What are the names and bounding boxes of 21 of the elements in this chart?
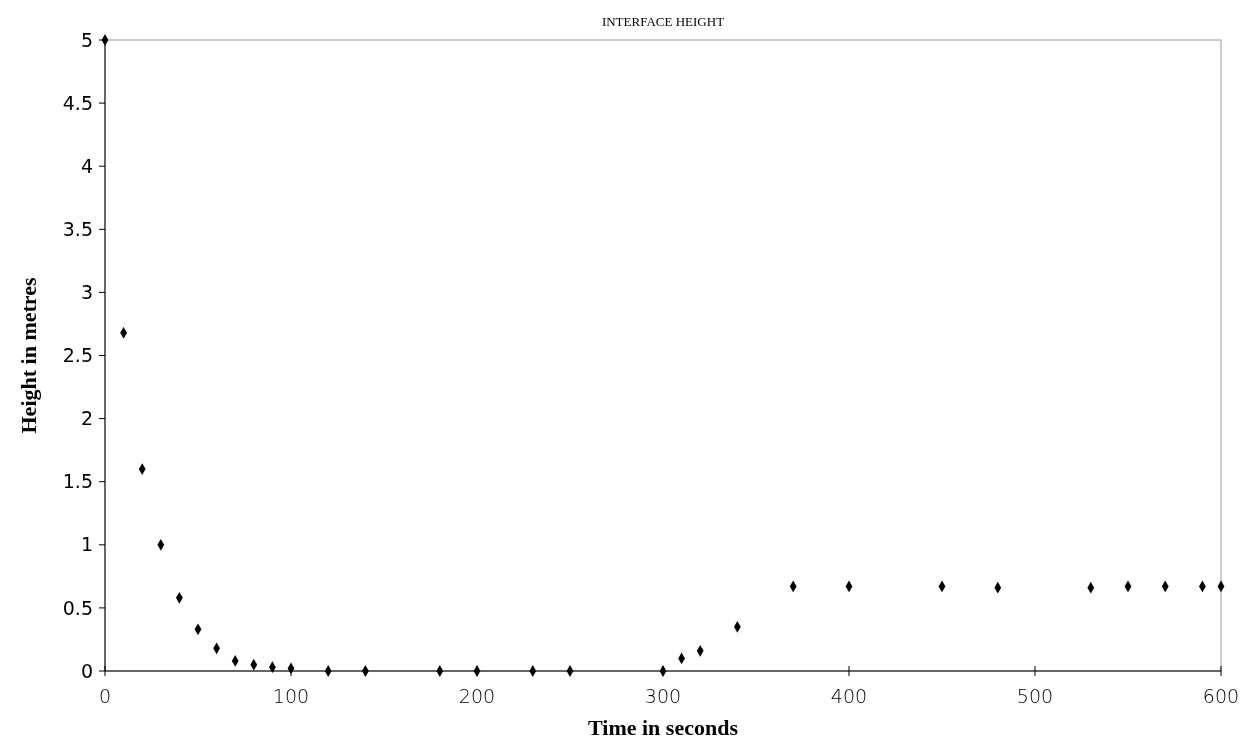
x-tick-label: 500 xyxy=(1016,685,1054,707)
y-tick-label: 2 xyxy=(80,407,93,430)
y-tick-label: 4.5 xyxy=(62,91,93,114)
x-tick-label: 0 xyxy=(98,685,112,707)
y-tick-label: 0 xyxy=(80,659,93,682)
chart-title: INTERFACE HEIGHT xyxy=(601,14,725,29)
y-tick-label: 3.5 xyxy=(62,217,93,240)
x-tick-label: 400 xyxy=(830,685,868,707)
y-tick-label: 0.5 xyxy=(62,596,93,619)
y-tick-label: 5 xyxy=(80,28,93,51)
x-tick-label: 100 xyxy=(272,685,310,707)
y-axis-title: Height in metres xyxy=(16,277,41,434)
y-tick-label: 3 xyxy=(80,281,93,304)
x-tick-label: 300 xyxy=(644,685,682,707)
y-tick-label: 1.5 xyxy=(62,470,93,493)
y-tick-label: 4 xyxy=(80,154,93,177)
x-axis-title: Time in seconds xyxy=(588,715,739,740)
y-tick-label: 2.5 xyxy=(62,344,93,367)
x-tick-label: 200 xyxy=(458,685,496,707)
y-tick-label: 1 xyxy=(80,533,93,556)
x-tick-label: 600 xyxy=(1202,685,1240,707)
